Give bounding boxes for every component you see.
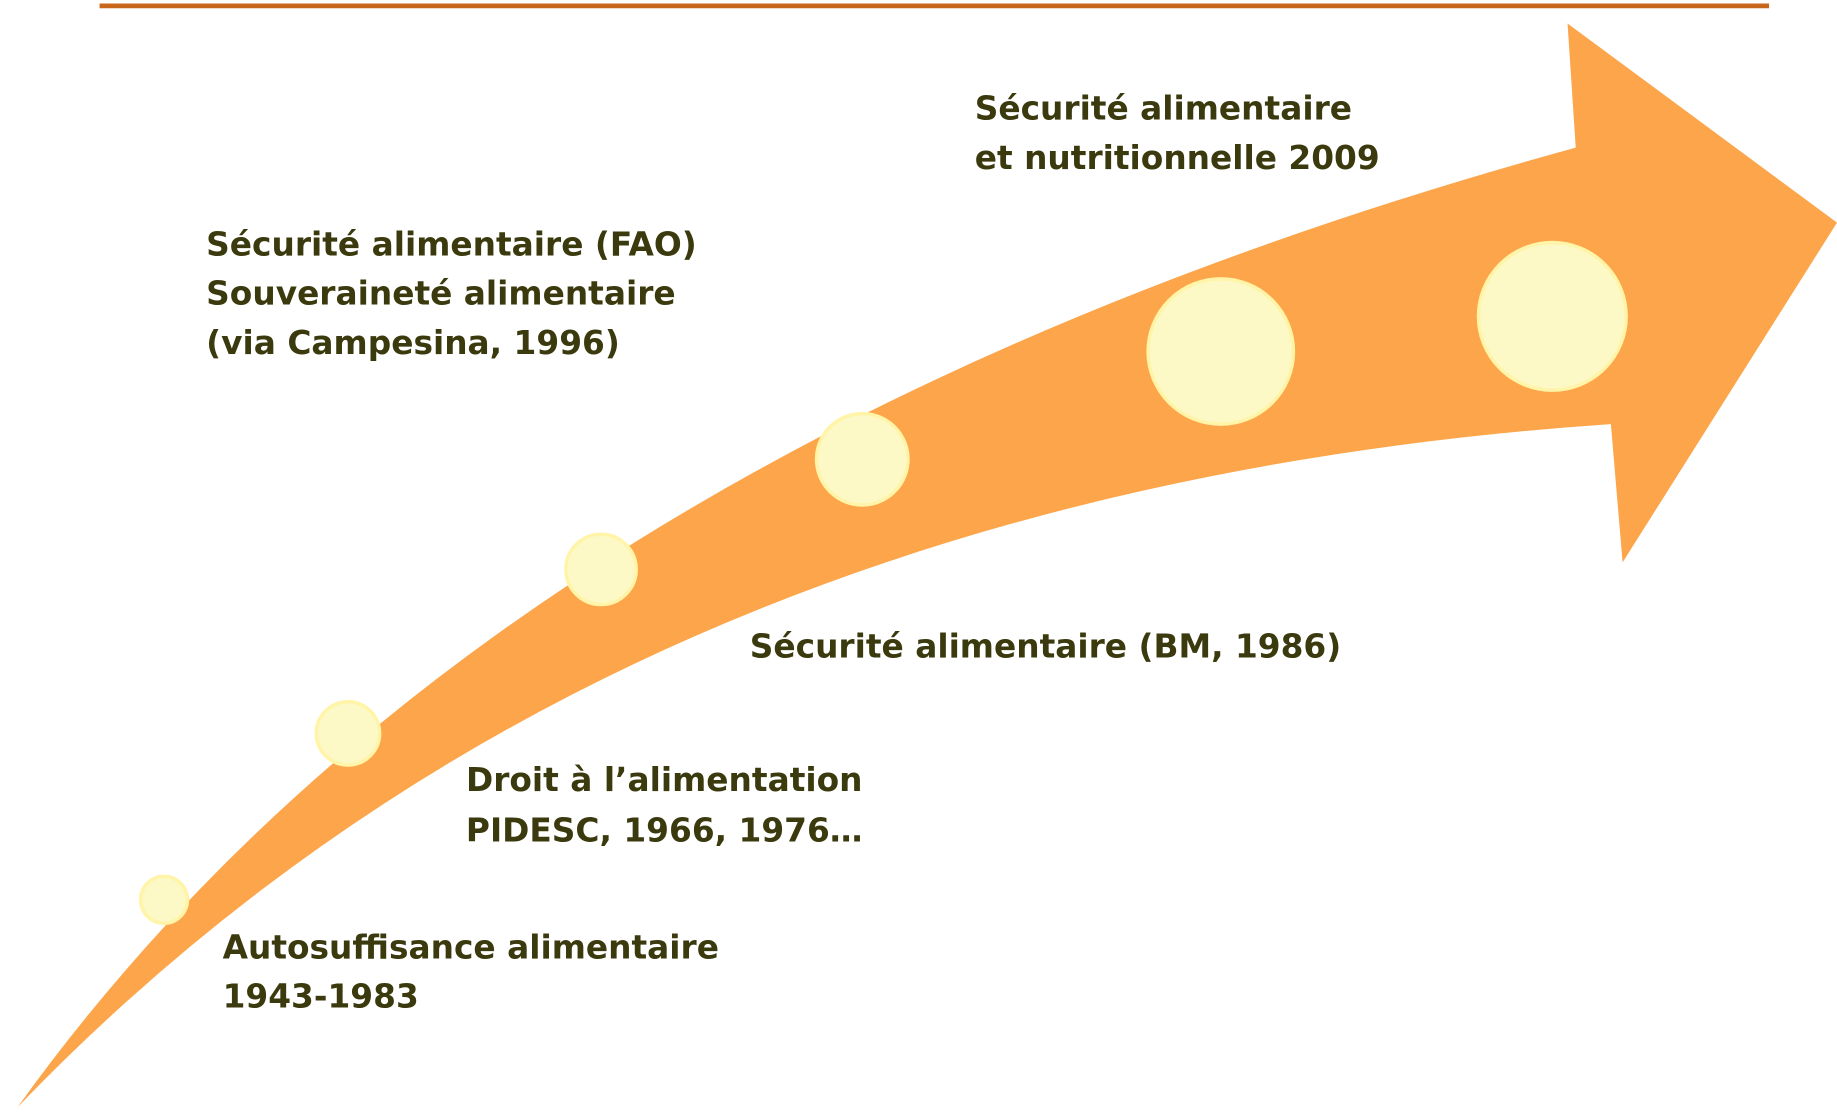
label: (via Campesina, 1996)	[206, 324, 620, 362]
dot	[814, 411, 910, 507]
timeline-arrow	[17, 23, 1837, 1108]
label: Autosuffisance alimentaire	[223, 928, 719, 966]
dot	[1146, 277, 1296, 426]
dot	[314, 700, 382, 767]
label: Droit à l’alimentation	[466, 761, 863, 799]
dot	[138, 874, 190, 925]
label: Sécurité alimentaire	[975, 90, 1352, 128]
label: et nutritionnelle 2009	[975, 139, 1380, 177]
label: Souveraineté alimentaire	[206, 275, 675, 313]
label: Sécurité alimentaire (BM, 1986)	[750, 627, 1341, 665]
milestone-dots	[138, 240, 1628, 925]
dot	[1476, 240, 1628, 392]
label: 1943-1983	[223, 978, 419, 1016]
label: PIDESC, 1966, 1976…	[466, 811, 863, 849]
dot	[564, 532, 638, 607]
label: Sécurité alimentaire (FAO)	[206, 226, 697, 264]
